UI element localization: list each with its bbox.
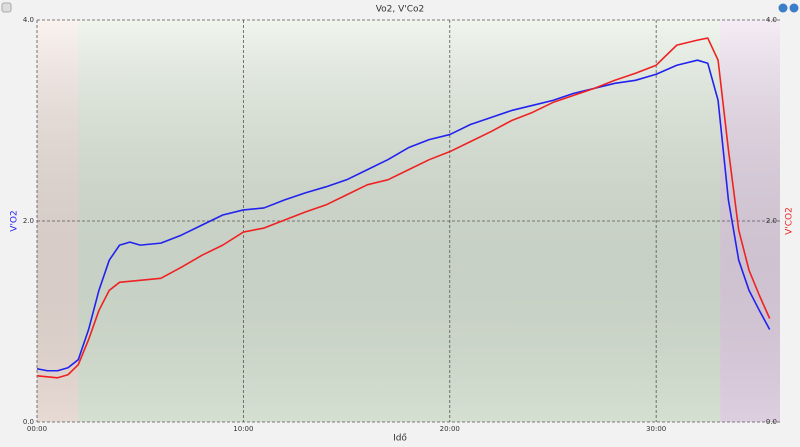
data-line — [36, 37, 771, 379]
x-tick-label: 30:00 — [646, 425, 666, 433]
x-tick-label: 10:00 — [233, 425, 253, 433]
y2-tick-label: 2.0 — [766, 217, 777, 225]
y-tick-label: 4.0 — [23, 16, 34, 24]
y2-tick-label: 4.0 — [766, 16, 777, 24]
y2-axis-label: V'CO2 — [785, 207, 795, 235]
y-tick-label: 2.0 — [23, 217, 34, 225]
x-tick-label: 20:00 — [440, 425, 460, 433]
y2-tick-label: 0.0 — [766, 418, 777, 426]
y-axis-label: V'O2 — [10, 210, 20, 231]
x-axis-label: Idő — [393, 434, 407, 444]
menu-icon[interactable] — [1, 2, 12, 13]
data-line — [36, 59, 771, 372]
y-tick-label: 0.0 — [23, 418, 34, 426]
x-tick-label: 00:00 — [27, 425, 47, 433]
close-icon[interactable] — [789, 3, 799, 13]
chart-title: Vo2, V'Co2 — [376, 5, 425, 15]
settings-icon[interactable] — [778, 3, 788, 13]
